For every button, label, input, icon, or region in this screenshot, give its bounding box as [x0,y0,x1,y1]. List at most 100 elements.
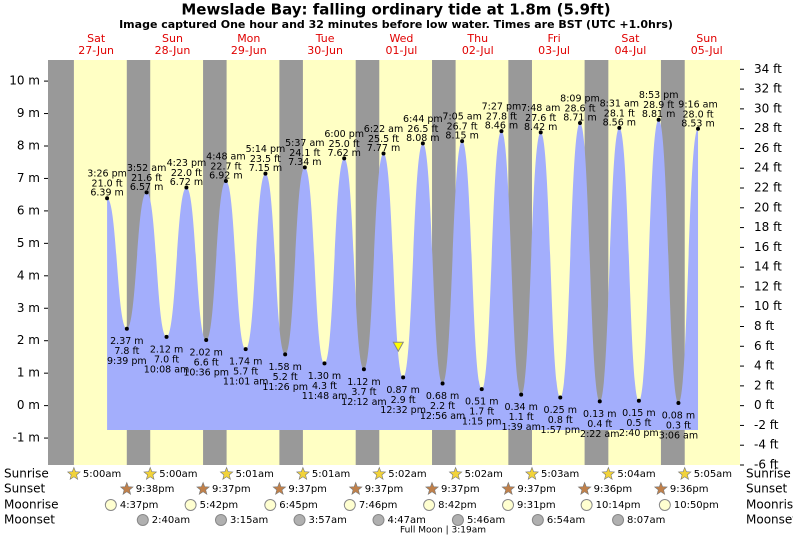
row-label: Sunset [746,482,787,496]
tide-height-m: 1.30 m [308,371,341,382]
tide-time: 5:37 am [285,138,324,149]
y-tick-label: 7 m [17,171,40,185]
tide-height-m: 0.68 m [426,391,459,402]
tide-height-m: 1.74 m [229,357,262,368]
tide-height-m: 8.81 m [642,109,675,120]
moonset-time: 3:15am [230,515,268,526]
moonrise-time: 10:50pm [674,500,719,511]
moonrise-icon [423,499,436,511]
moonset-time: 3:57am [309,515,347,526]
sunrise-time: 5:03am [541,469,579,480]
weekday-label: Sat [621,32,640,45]
moonset-icon [136,514,149,526]
tide-point [519,392,524,397]
sunrise-icon [219,466,234,480]
moonset-time: 5:46am [467,515,505,526]
current-tide-marker [392,341,405,353]
tide-height-ft: 0.5 ft [626,418,651,429]
weekday-label: Tue [315,32,335,45]
tide-time: 9:16 am [678,99,717,110]
tide-point [401,375,406,380]
y2-tick-label: 10 ft [754,299,782,313]
y-tick-label: 9 m [17,106,40,120]
tide-height-ft: 3.7 ft [351,387,376,398]
sunrise-time: 5:02am [388,469,426,480]
sunset-icon [348,481,363,495]
tide-height-m: 7.62 m [327,148,360,159]
tide-point [499,129,504,134]
row-label: Moonset [746,513,793,527]
y2-tick-label: 6 ft [754,339,774,353]
tide-height-m: 7.77 m [367,143,400,154]
date-label: 29-Jun [231,44,267,57]
tide-height-ft: 28.6 ft [564,103,595,114]
tide-point [144,190,149,195]
tide-height-ft: 24.1 ft [289,148,320,159]
date-label: 30-Jun [307,44,343,57]
weekday-label: Sat [87,32,106,45]
moonset-icon [612,514,625,526]
sunset-icon [425,481,439,495]
tide-time: 11:48 am [302,391,347,402]
weekday-label: Wed [389,32,413,45]
tide-height-ft: 0.4 ft [587,419,612,430]
tide-height-ft: 25.5 ft [368,134,399,145]
sunrise-time: 5:01am [312,469,350,480]
tide-height-ft: 22.7 ft [210,162,241,173]
tide-time: 2:22 am [580,429,619,440]
sunrise-time: 5:04am [617,469,655,480]
tide-time: 6:22 am [364,124,403,135]
y2-tick-label: -6 ft [754,458,779,472]
moonrise-time: 6:45pm [279,500,318,511]
tide-height-m: 0.34 m [504,402,537,413]
date-label: 05-Jul [691,44,723,57]
tide-point [223,179,228,184]
tide-time: 12:12 am [341,397,386,408]
tide-height-ft: 21.6 ft [131,173,162,184]
y-tick-label: 3 m [17,301,40,315]
tide-point [361,367,366,372]
tide-point [381,151,386,156]
y2-tick-label: -2 ft [754,418,779,432]
tide-height-ft: 6.6 ft [194,358,219,369]
tide-time: 8:31 am [600,98,639,109]
tide-point [243,347,248,352]
tide-height-m: 8.46 m [485,121,518,132]
tide-height-ft: 5.7 ft [233,367,258,378]
moonrise-time: 4:37pm [120,500,159,511]
tide-point [105,196,110,201]
sunset-icon [577,481,592,495]
moon-phase: Full Moon | 3:19am [400,526,486,536]
date-label: 03-Jul [538,44,570,57]
moonset-time: 2:40am [152,515,190,526]
date-label: 28-Jun [155,44,191,57]
tide-height-m: 6.57 m [130,182,163,193]
tide-time: 11:26 pm [262,382,308,393]
sunset-time: 9:37pm [288,484,327,495]
weekday-label: Sun [162,32,183,45]
tide-height-m: 8.56 m [603,117,636,128]
tide-point [538,130,543,135]
tide-time: 2:40 pm [619,428,659,439]
tide-time: 1:57 pm [540,425,580,436]
y-tick-label: 8 m [17,138,40,152]
tide-height-ft: 27.8 ft [486,112,517,123]
moonset-time: 4:47am [387,515,425,526]
y-tick-label: 2 m [17,333,40,347]
y2-tick-label: 0 ft [754,398,774,412]
tide-time: 3:26 pm [87,169,127,180]
tide-height-ft: 26.7 ft [447,122,478,133]
sunset-time: 9:37pm [365,484,404,495]
sunrise-icon [295,466,310,480]
tide-point [440,381,445,386]
tide-time: 7:48 am [521,103,560,114]
moonrise-time: 8:42pm [438,500,477,511]
row-label: Sunset [4,482,45,496]
tide-height-ft: 2.2 ft [430,401,455,412]
row-label: Moonrise [746,498,793,512]
y2-tick-label: 24 ft [754,161,782,175]
tide-height-m: 0.87 m [386,385,419,396]
moonset-icon [531,514,544,526]
y2-tick-label: 20 ft [754,200,782,214]
weekday-label: Mon [237,32,260,45]
